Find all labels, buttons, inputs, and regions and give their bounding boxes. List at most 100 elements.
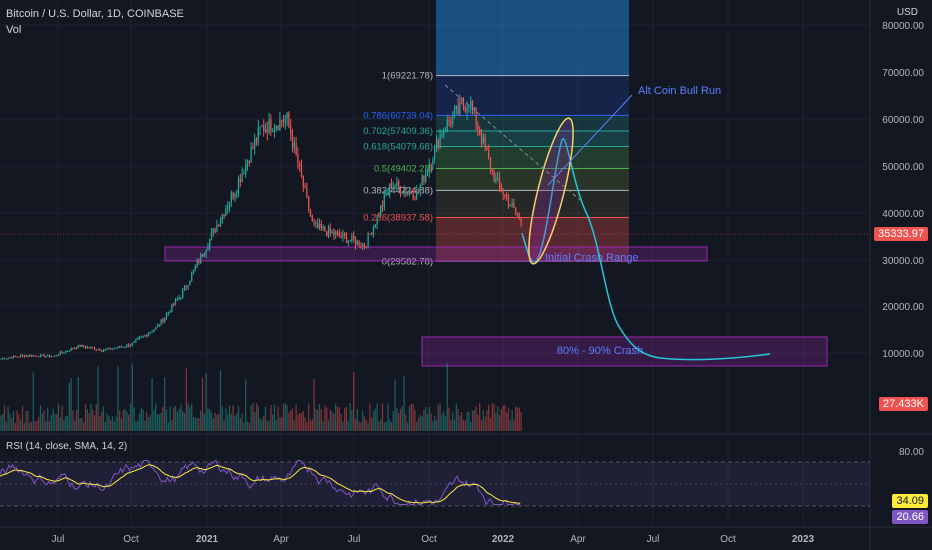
volume-bar [437, 404, 439, 431]
volume-bar [509, 419, 511, 431]
candle-body [115, 347, 117, 349]
volume-bar [117, 366, 119, 431]
symbol-title: Bitcoin / U.S. Dollar, 1D, COINBASE [6, 8, 184, 20]
fib-level-label: 1(69221.78) [382, 71, 433, 82]
volume-bar [475, 406, 477, 431]
volume-bar [101, 411, 103, 431]
fib-level-label: 0(29582.78) [382, 256, 433, 267]
volume-bar [156, 414, 159, 431]
volume-bar [47, 407, 49, 431]
volume-bar [468, 411, 470, 431]
time-tick-label: Apr [273, 534, 289, 545]
candle-body [432, 159, 434, 166]
candle-body [99, 349, 101, 351]
candle-body [183, 286, 186, 291]
candle-body [378, 215, 380, 217]
candle-body [457, 106, 459, 114]
candle-body [335, 232, 337, 236]
candle-body [66, 351, 69, 353]
volume-bar [218, 413, 220, 431]
volume-bar [41, 413, 43, 431]
candle-body [192, 269, 195, 274]
candle-body [129, 345, 132, 347]
candle-body [497, 177, 499, 179]
candle-body [3, 358, 6, 360]
time-tick-label: Jul [647, 534, 660, 545]
volume-bar [315, 408, 317, 431]
volume-bar [155, 403, 157, 431]
volume-bar [444, 416, 447, 431]
candle-body [295, 143, 297, 155]
candle-body [221, 214, 223, 221]
volume-bar [90, 403, 92, 431]
candle-body [61, 352, 63, 354]
candle-body [257, 127, 259, 142]
candle-body [407, 191, 409, 193]
volume-bar [299, 412, 301, 431]
volume-bar [288, 412, 290, 431]
candle-body [506, 194, 508, 198]
volume-bar [311, 419, 313, 431]
candle-body [189, 280, 191, 286]
volume-bar [111, 416, 114, 431]
volume-bar [108, 415, 110, 431]
volume-bar [254, 412, 256, 431]
volume-bar [372, 410, 375, 431]
volume-bar [140, 408, 142, 431]
candle-body [241, 173, 243, 183]
volume-bar [48, 420, 51, 431]
candle-body [86, 347, 88, 349]
candle-body [317, 223, 319, 228]
candle-body [480, 135, 483, 144]
candle-body [356, 240, 358, 246]
volume-bar [293, 420, 295, 431]
candle-body [47, 354, 49, 357]
price-tick-label: 70000.00 [882, 68, 924, 79]
volume-bar [403, 375, 405, 431]
volume-bar [72, 410, 74, 431]
volume-bar [264, 406, 267, 431]
volume-bar [484, 416, 486, 431]
volume-bar [92, 409, 94, 431]
candle-body [504, 194, 506, 196]
volume-bar [270, 405, 272, 431]
volume-bar [434, 415, 436, 431]
candle-body [158, 325, 160, 327]
candle-body [2, 358, 4, 360]
candle-body [27, 355, 29, 357]
candle-body [511, 203, 513, 206]
volume-bar [354, 419, 357, 431]
candle-body [180, 297, 182, 299]
volume-bar [511, 409, 513, 431]
alt-coin-arrow [547, 94, 633, 186]
volume-bar [210, 412, 213, 431]
candle-body [349, 240, 351, 242]
volume-bar [198, 418, 200, 431]
volume-bar [228, 405, 231, 431]
candle-body [461, 102, 463, 104]
volume-bar [142, 409, 144, 431]
volume-bar [439, 403, 441, 431]
volume-bar [97, 366, 99, 431]
candle-body [333, 231, 335, 236]
fib-level-label: 0.786(60739.04) [363, 110, 433, 121]
candle-body [14, 356, 16, 358]
candle-body [475, 108, 477, 126]
fib-level-label: 0.382(44724.88) [363, 185, 433, 196]
candle-body [324, 226, 326, 232]
candle-body [63, 352, 65, 354]
candle-body [520, 217, 522, 224]
volume-bar [396, 408, 398, 431]
volume-bar [504, 404, 506, 431]
volume-bar [2, 414, 4, 431]
volume-bar [461, 412, 463, 431]
volume-bar [219, 370, 222, 431]
candle-body [198, 261, 200, 263]
volume-bar [266, 421, 268, 431]
candle-body [194, 266, 196, 270]
volume-bar [401, 406, 403, 431]
candle-body [513, 203, 515, 208]
volume-bar [345, 407, 348, 431]
candle-body [185, 286, 187, 288]
